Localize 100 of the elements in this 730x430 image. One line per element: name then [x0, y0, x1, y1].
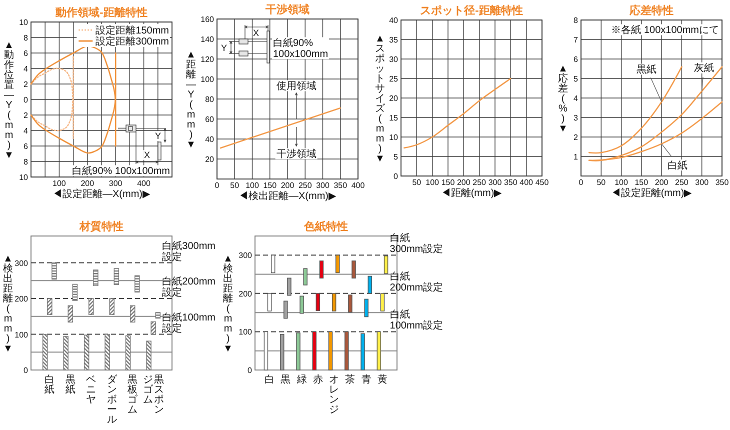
x-tick-label: 350	[715, 178, 730, 187]
x-axis-title: ◀距離(mm)▶	[440, 187, 502, 199]
y-tick-label: 0	[394, 172, 399, 181]
x-tick-label: 青	[361, 374, 372, 386]
annotation: 白紙90% 100x100mm	[273, 37, 328, 60]
y-tick-label: 100	[200, 75, 215, 84]
annotation: 使用領域	[276, 80, 316, 92]
y-tick-label: 2	[574, 133, 579, 142]
x-tick-label: 250	[675, 178, 689, 187]
x-axis-title: ◀設定距離—X(mm)▶	[52, 188, 150, 200]
x-tick-label: 400	[520, 178, 534, 187]
y-tick-label: 80	[205, 95, 215, 104]
x-tick-label: 黄	[377, 374, 388, 386]
chart-title: 応差特性	[628, 4, 674, 17]
y-tick-label: 0	[24, 96, 29, 104]
x-tick-label: 350	[334, 181, 348, 190]
x-tick-label: 250	[472, 178, 487, 187]
x-tick-label: 茶	[345, 374, 356, 386]
y-tick-label: 40	[205, 135, 215, 144]
y-tick-label: 200	[14, 294, 29, 304]
y-tick-label: 300	[238, 251, 253, 260]
y-tick-label: 20	[205, 155, 215, 164]
ref-line-label: 白紙 200mm設定	[390, 270, 444, 294]
y-tick-label: 160	[200, 15, 215, 24]
x-tick-label: 黒板ゴム	[126, 374, 139, 416]
y-tick-label: 2	[24, 80, 29, 89]
y-tick-label: 6	[24, 142, 29, 151]
annotation: 干渉領域	[276, 148, 316, 160]
y-tick-label: 3	[574, 114, 579, 122]
y-tick-label: 7	[574, 36, 579, 44]
x-tick-label: 300	[316, 181, 330, 190]
x-tick-label: 50	[596, 178, 606, 187]
annotation: X	[252, 28, 260, 38]
text: ▲検出距離(mm)▼	[223, 254, 233, 355]
y-tick-label: 8	[24, 34, 29, 42]
y-tick-label: 5	[574, 74, 579, 84]
x-tick-label: 50	[412, 178, 422, 187]
text: ▲スポットサイズ(mm)▼	[375, 34, 385, 165]
ref-line-label: 白紙 100mm設定	[390, 308, 444, 332]
y-tick-label: 6	[24, 49, 29, 58]
ref-line-label: 白紙200mm 設定	[162, 276, 218, 299]
annotation: 白紙90% 100x100mm	[72, 165, 170, 177]
y-tick-label: 8	[24, 158, 29, 166]
y-tick-label: 10	[19, 173, 29, 182]
y-tick-label: 20	[389, 94, 399, 103]
x-tick-label: 350	[504, 178, 518, 187]
x-tick-label: 100	[52, 179, 66, 188]
y-tick-label: 4	[24, 64, 29, 74]
y-tick-label: 1	[574, 152, 579, 162]
x-tick-label: 白	[264, 374, 275, 386]
x-tick-label: ベニヤ	[86, 374, 96, 406]
series-label: 灰紙	[694, 62, 714, 74]
y-tick-label: 100	[238, 328, 253, 337]
y-tick-label: 35	[389, 36, 399, 44]
chart-title: 干渉領域	[264, 3, 310, 16]
text: ▲検出距離(mm)▼	[3, 254, 13, 355]
x-tick-label: 白紙	[44, 374, 55, 396]
x-tick-label: 300	[488, 178, 502, 187]
x-tick-label: 200	[80, 179, 95, 188]
x-tick-label: 200	[280, 181, 295, 190]
ref-line-label: 白紙100mm 設定	[162, 311, 218, 334]
x-tick-label: 150	[263, 181, 278, 190]
y-tick-label: 6	[574, 55, 579, 64]
x-tick-label: 200	[456, 178, 471, 187]
text: ▲動作位置—Y(mm)▼	[4, 40, 14, 162]
annotation: Y	[154, 131, 162, 141]
x-tick-label: 黒紙	[65, 374, 76, 396]
x-tick-label: 450	[535, 178, 550, 187]
y-tick-label: 30	[389, 55, 399, 64]
y-tick-label: 40	[389, 16, 399, 25]
x-tick-label: 100	[426, 178, 440, 187]
chart-title: 動作領域-距離特性	[54, 6, 148, 19]
chart-title: スポット径-距離特性	[420, 4, 523, 17]
series-label: 白紙	[668, 159, 688, 172]
x-tick-label: 200	[654, 178, 669, 187]
y-tick-label: 120	[200, 55, 215, 64]
y-tick-label: 10	[389, 133, 399, 142]
ref-line-label: 白紙 300mm設定	[390, 232, 444, 256]
x-tick-label: 100	[246, 181, 260, 190]
x-tick-label: 緑	[296, 374, 307, 386]
annotation: Y	[220, 43, 228, 53]
x-tick-label: 300	[695, 178, 710, 187]
y-tick-label: 15	[389, 114, 399, 122]
y-tick-label: 10	[19, 18, 29, 27]
annotation: ※各紙 100x100mmにて	[611, 24, 719, 36]
y-tick-label: 200	[238, 289, 253, 298]
y-tick-label: 0	[24, 366, 29, 375]
annotation: X	[144, 150, 150, 160]
y-tick-label: 4	[24, 126, 29, 136]
x-tick-label: 400	[137, 179, 152, 188]
x-tick-label: 150	[441, 178, 456, 187]
y-tick-label: 8	[574, 16, 579, 25]
y-tick-label: 140	[200, 35, 215, 44]
chart-title: 色紙特性	[303, 220, 348, 233]
x-tick-label: オレンジ	[329, 374, 340, 416]
chart-title: 材質特性	[78, 220, 124, 233]
legend-label: 設定距離150mm	[96, 24, 170, 36]
x-tick-label: 赤	[312, 374, 323, 386]
series-label: 黒紙	[636, 64, 657, 76]
x-tick-label: 100	[614, 178, 629, 187]
